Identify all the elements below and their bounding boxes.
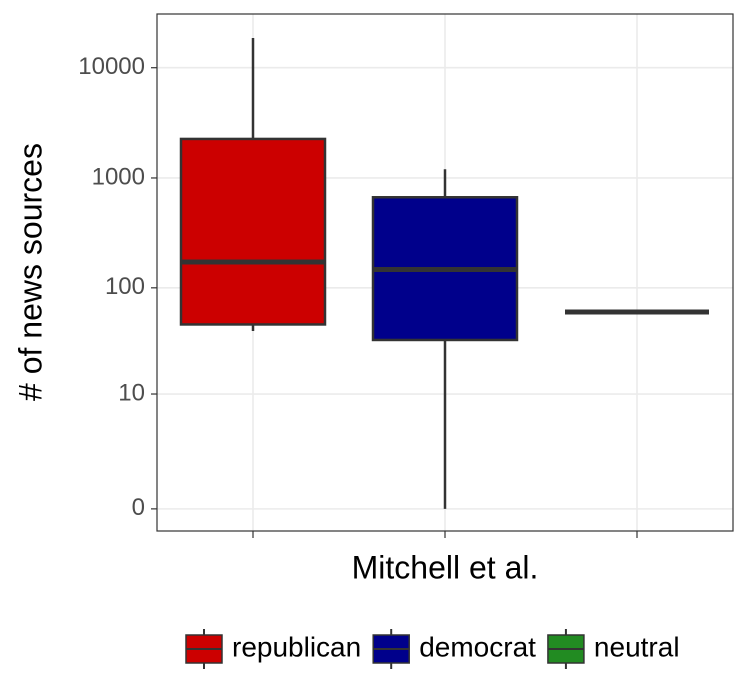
legend: republican democrat neutral — [185, 629, 680, 669]
box — [179, 137, 327, 326]
y-axis-title: # of news sources — [12, 143, 48, 401]
y-tick-label: 10000 — [78, 53, 145, 80]
y-tick-label: 0 — [132, 494, 145, 521]
y-tick-label: 1000 — [92, 163, 145, 190]
legend-label: republican — [232, 631, 361, 662]
y-tick-label: 100 — [105, 273, 145, 300]
x-axis-title: Mitchell et al. — [352, 549, 539, 585]
y-tick-label: 10 — [118, 379, 145, 406]
legend-label: democrat — [419, 631, 536, 662]
legend-label: neutral — [594, 631, 680, 662]
boxes — [179, 38, 709, 509]
